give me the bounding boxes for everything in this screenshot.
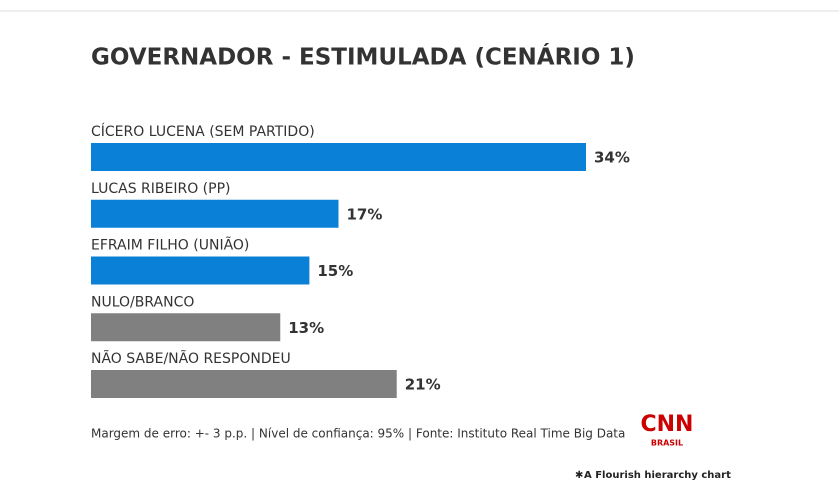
logo-sub: BRASIL	[651, 439, 683, 448]
value-label: 17%	[347, 205, 383, 223]
bar	[91, 256, 310, 285]
value-label: 21%	[405, 376, 441, 394]
logo: CNN	[641, 412, 694, 437]
footnote: Margem de erro: +- 3 p.p. | Nível de con…	[91, 427, 625, 441]
bar	[91, 143, 586, 171]
bar	[91, 370, 397, 398]
value-label: 34%	[594, 149, 630, 167]
category-label: LUCAS RIBEIRO (PP)	[91, 181, 230, 197]
category-label: NÃO SABE/NÃO RESPONDEU	[91, 350, 291, 367]
credit[interactable]: A Flourish hierarchy chart	[584, 470, 731, 481]
category-label: CÍCERO LUCENA (SEM PARTIDO)	[91, 123, 315, 140]
value-label: 15%	[317, 262, 353, 280]
category-label: EFRAIM FILHO (UNIÃO)	[91, 237, 249, 254]
chart-title: GOVERNADOR - ESTIMULADA (CENÁRIO 1)	[91, 43, 635, 71]
category-label: NULO/BRANCO	[91, 294, 194, 310]
bar	[91, 313, 281, 342]
credit-icon: ✱	[575, 470, 583, 481]
bar	[91, 199, 339, 228]
value-label: 13%	[288, 319, 324, 337]
